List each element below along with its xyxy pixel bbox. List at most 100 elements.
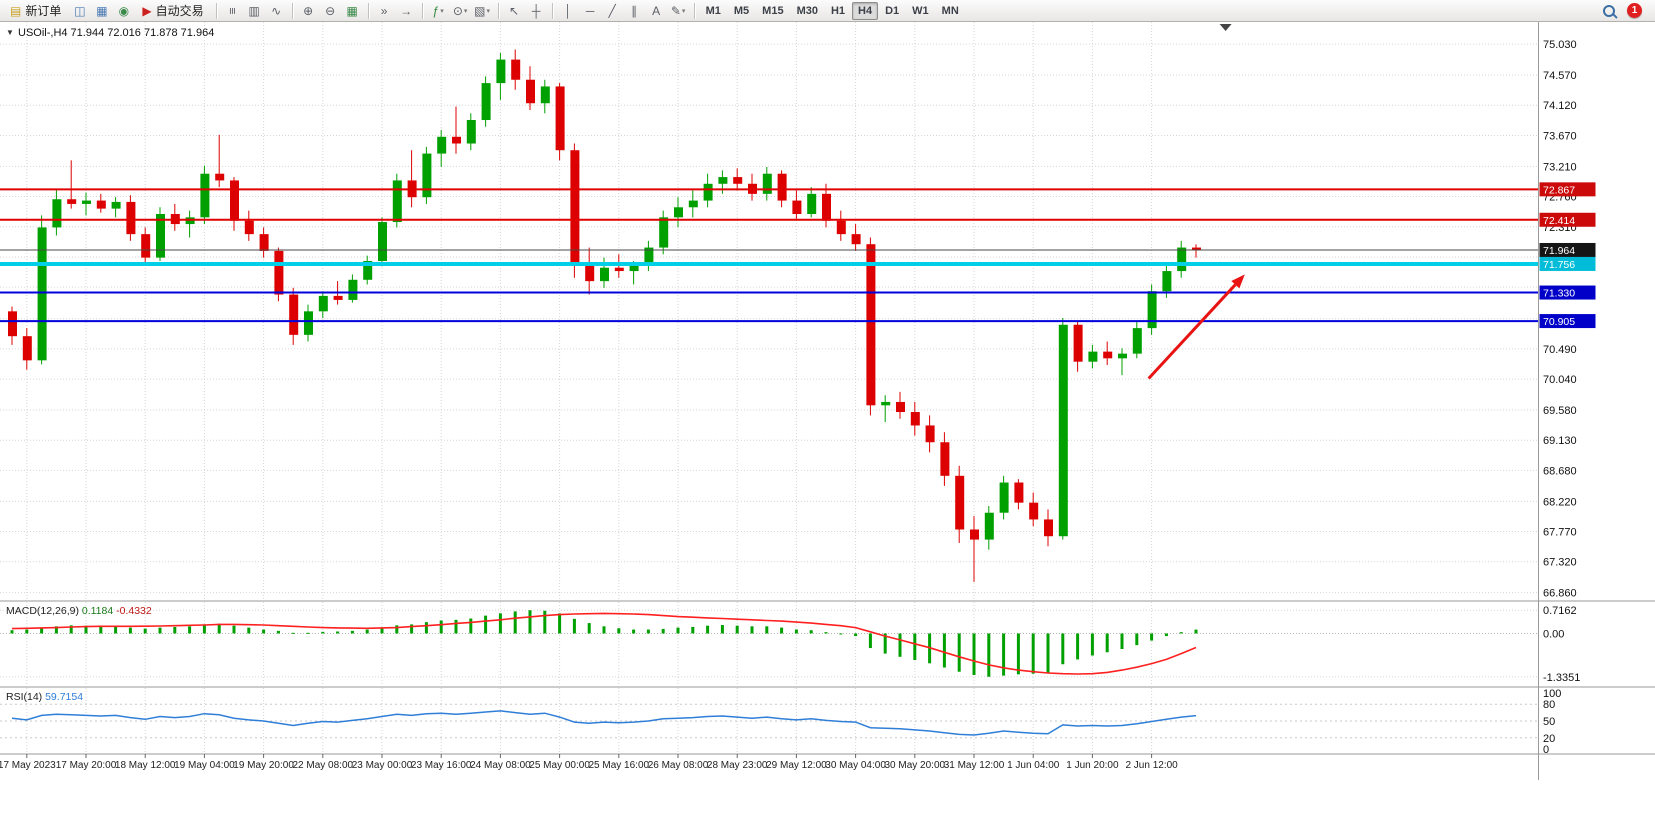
timeframe-M5[interactable]: M5 bbox=[733, 4, 750, 17]
templates-icon[interactable]: ▧ ▾ bbox=[472, 1, 493, 21]
charts-grid-icon[interactable]: ◫ bbox=[69, 1, 90, 21]
vertical-line-icon[interactable]: │ bbox=[558, 1, 579, 21]
panel-splitters[interactable] bbox=[0, 22, 1655, 780]
dropdown-caret-icon[interactable]: ▾ bbox=[486, 7, 491, 15]
time-tick-label: 24 May 08:00 bbox=[470, 760, 531, 771]
chart-shift-icon[interactable]: → bbox=[396, 1, 417, 21]
toolbar-separator bbox=[497, 2, 499, 19]
trendline-icon[interactable]: ╱ bbox=[602, 1, 623, 21]
bar-chart-type-icon: ≡ bbox=[225, 6, 240, 15]
zoom-out-icon[interactable]: ⊖ bbox=[320, 1, 341, 21]
macd-label: MACD(12,26,9) 0.1184 -0.4332 bbox=[6, 605, 152, 617]
autotrading-button[interactable]: ▶ 自动交易 bbox=[135, 0, 210, 21]
trend-arrow[interactable] bbox=[1147, 274, 1245, 380]
time-tick-label: 19 May 04:00 bbox=[174, 760, 235, 771]
price-tick: 74.120 bbox=[1543, 100, 1577, 112]
toolbar-separator bbox=[421, 2, 423, 19]
timeframe-W1[interactable]: W1 bbox=[912, 4, 929, 17]
periods-icon: ⊙ bbox=[452, 3, 463, 18]
time-tick-label: 2 Jun 12:00 bbox=[1125, 760, 1178, 771]
time-tick-label: 25 May 16:00 bbox=[588, 760, 649, 771]
grid bbox=[0, 22, 1538, 754]
cursor-icon: ↖ bbox=[509, 3, 520, 18]
chart-shift-icon: → bbox=[400, 3, 413, 18]
timeframe-M15[interactable]: M15 bbox=[762, 4, 784, 17]
dropdown-caret-icon[interactable]: ▾ bbox=[681, 7, 686, 15]
indicators-icon[interactable]: ƒ ▾ bbox=[428, 1, 449, 21]
timeframe-M30[interactable]: M30 bbox=[796, 4, 818, 17]
dropdown-caret-icon[interactable]: ▾ bbox=[463, 7, 468, 15]
cursor-icon[interactable]: ↖ bbox=[504, 1, 525, 21]
text-icon[interactable]: A bbox=[646, 1, 667, 21]
tile-windows-icon: ▦ bbox=[346, 3, 358, 18]
price-label: 72.414 bbox=[1543, 215, 1575, 227]
price-tick: 68.220 bbox=[1543, 496, 1577, 508]
auto-scroll-icon: » bbox=[380, 3, 388, 18]
time-tick-label: 1 Jun 04:00 bbox=[1007, 760, 1060, 771]
price-tick: 67.320 bbox=[1543, 557, 1577, 569]
time-tick-label: 25 May 00:00 bbox=[529, 760, 590, 771]
toolbar-separator bbox=[551, 2, 553, 19]
arrows-tool-icon: ✎ bbox=[670, 3, 681, 18]
price-label-box bbox=[1539, 212, 1596, 227]
autotrading-button-icon: ▶ bbox=[142, 3, 152, 18]
crosshair-icon: ┼ bbox=[531, 3, 541, 18]
trendline-icon: ╱ bbox=[608, 3, 616, 18]
price-axis[interactable]: 75.03074.57074.12073.67073.21072.76072.3… bbox=[1539, 39, 1596, 756]
vertical-line-icon: │ bbox=[564, 3, 572, 18]
collapse-icon[interactable]: ▼ bbox=[6, 28, 14, 37]
dropdown-caret-icon[interactable]: ▾ bbox=[440, 7, 444, 15]
line-chart-type-icon: ∿ bbox=[271, 3, 282, 18]
chart-canvas[interactable]: 75.03074.57074.12073.67073.21072.76072.3… bbox=[0, 22, 1655, 827]
time-tick-label: 17 May 2023 bbox=[0, 760, 56, 771]
toolbar-separator bbox=[367, 2, 369, 19]
timeframe-H4[interactable]: H4 bbox=[852, 1, 879, 20]
candlestick-type-icon[interactable]: ▥ bbox=[244, 1, 265, 21]
price-label: 71.330 bbox=[1543, 288, 1575, 300]
time-tick-label: 26 May 08:00 bbox=[648, 760, 709, 771]
price-label-box bbox=[1539, 242, 1596, 257]
rsi-tick: 100 bbox=[1543, 688, 1561, 700]
search-icon[interactable] bbox=[1598, 2, 1620, 20]
equidistant-channel-icon[interactable]: ∥ bbox=[624, 1, 645, 21]
chart-window[interactable]: 75.030 74.570 74.120 73.670 73.210 72.760 72.3… bbox=[0, 22, 1655, 827]
auto-scroll-icon[interactable]: » bbox=[374, 1, 395, 21]
zoom-in-icon[interactable]: ⊕ bbox=[298, 1, 319, 21]
horizontal-lines[interactable] bbox=[0, 188, 1538, 323]
price-tick: 74.570 bbox=[1543, 70, 1577, 82]
tile-windows-icon[interactable]: ▦ bbox=[342, 1, 363, 21]
arrows-tool-icon[interactable]: ✎ ▾ bbox=[668, 1, 689, 21]
price-tick: 73.210 bbox=[1543, 161, 1577, 173]
timeframe-D1[interactable]: D1 bbox=[885, 4, 900, 17]
toolbar: ▤ 新订单 ◫ ▦ ◉ ▶ 自动交易 ≡ ▥ ∿ ⊕ ⊖ ▦» → ƒ ▾ ⊙ ▾ ▧ ▾ ↖ ┼ │ ─ ╱ ∥ A ✎ ▾ M1 M5 M… bbox=[0, 0, 1655, 22]
price-label: 71.756 bbox=[1543, 259, 1575, 271]
rsi-line bbox=[11, 710, 1197, 736]
market-watch-icon[interactable]: ◉ bbox=[113, 1, 134, 21]
timeframe-H1[interactable]: H1 bbox=[830, 4, 846, 17]
profiles-icon[interactable]: ▦ bbox=[91, 1, 112, 21]
timeframe-MN[interactable]: MN bbox=[941, 4, 959, 17]
equidistant-channel-icon: ∥ bbox=[631, 3, 638, 18]
rsi-tick: 80 bbox=[1543, 699, 1555, 711]
chart-shift-marker[interactable] bbox=[1219, 24, 1232, 31]
new-order-button-label: 新订单 bbox=[25, 4, 62, 18]
zoom-in-icon: ⊕ bbox=[303, 3, 314, 18]
price-label: 71.964 bbox=[1543, 245, 1575, 257]
macd-indicator bbox=[10, 610, 1198, 677]
bar-chart-type-icon[interactable]: ≡ bbox=[222, 1, 243, 21]
periods-icon[interactable]: ⊙ ▾ bbox=[450, 1, 471, 21]
notification-badge[interactable]: 1 bbox=[1627, 3, 1642, 18]
candlestick-type-icon: ▥ bbox=[248, 3, 260, 18]
new-order-button[interactable]: ▤ 新订单 bbox=[3, 0, 68, 21]
timeframe-M1[interactable]: M1 bbox=[705, 4, 721, 17]
macd-signal-line bbox=[11, 612, 1197, 675]
time-tick-label: 17 May 20:00 bbox=[56, 760, 117, 771]
autotrading-button-label: 自动交易 bbox=[155, 4, 204, 18]
candlestick-series bbox=[8, 49, 1201, 582]
crosshair-icon[interactable]: ┼ bbox=[526, 1, 547, 21]
horizontal-line-icon[interactable]: ─ bbox=[580, 1, 601, 21]
price-tick: 69.130 bbox=[1543, 435, 1577, 447]
chart-title-ohlc: USOil-,H4 71.944 72.016 71.878 71.964 bbox=[18, 27, 214, 39]
line-chart-type-icon[interactable]: ∿ bbox=[266, 1, 287, 21]
